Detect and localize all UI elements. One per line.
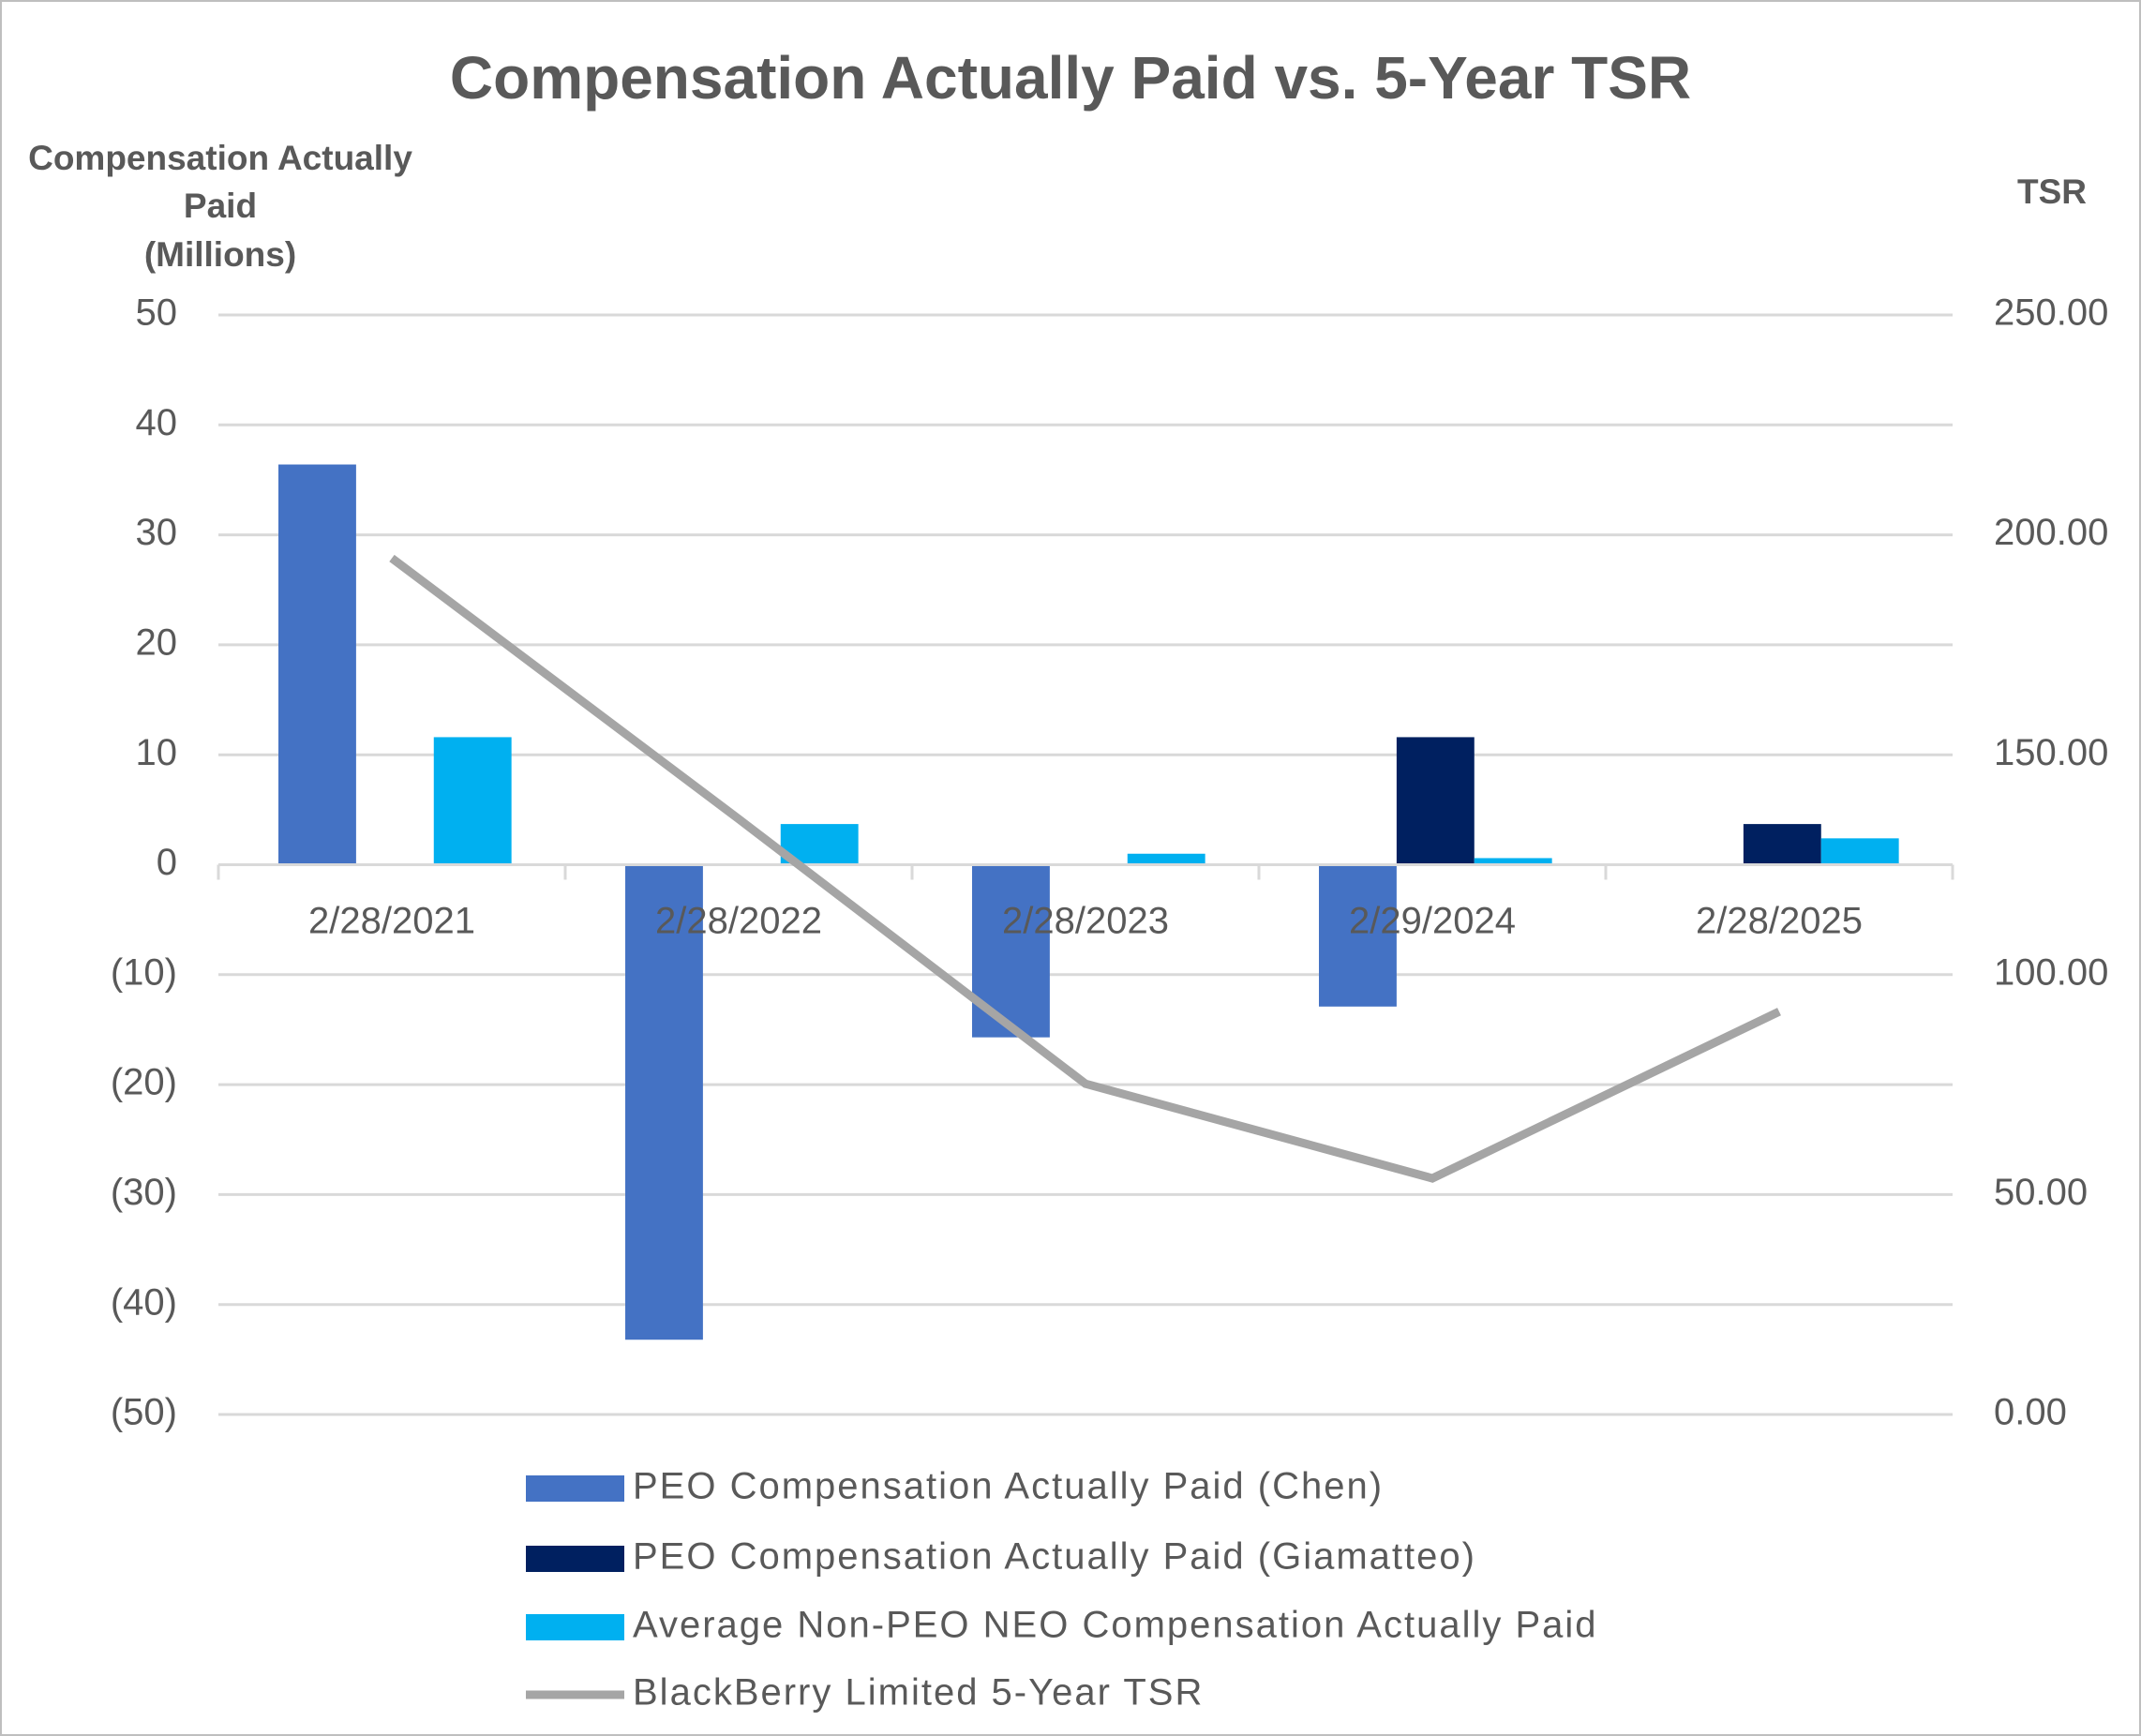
y2-tick-label: 200.00: [1994, 512, 2108, 553]
x-tick-label: 2/28/2022: [655, 901, 822, 942]
y-tick-label: (50): [111, 1392, 177, 1433]
legend-label: PEO Compensation Actually Paid (Giamatte…: [633, 1536, 1476, 1578]
bar: [1743, 824, 1821, 865]
y2-tick-label: 150.00: [1994, 732, 2108, 773]
y2-tick-label: 0.00: [1994, 1392, 2067, 1433]
y-tick-label: 20: [136, 621, 178, 663]
y2-axis-title: TSR: [2017, 172, 2087, 211]
bar: [1319, 864, 1397, 1007]
bar: [1820, 838, 1899, 865]
y-tick-label: 10: [136, 732, 178, 773]
y-tick-label: (40): [111, 1281, 177, 1323]
bar: [278, 464, 356, 865]
y-axis-title: (Millions): [144, 235, 296, 274]
y2-tick-label: 50.00: [1994, 1172, 2088, 1213]
x-tick-label: 2/28/2025: [1696, 901, 1863, 942]
x-tick-label: 2/29/2024: [1349, 901, 1516, 942]
legend-label: BlackBerry Limited 5-Year TSR: [633, 1672, 1204, 1714]
y-axis-title: Paid: [184, 187, 257, 225]
bar: [625, 864, 703, 1340]
line: [389, 554, 1781, 1183]
y-tick-label: 50: [136, 292, 178, 334]
y-tick-label: 40: [136, 402, 178, 443]
bar: [972, 864, 1050, 1038]
y2-tick-label: 250.00: [1994, 292, 2108, 334]
y-tick-label: (10): [111, 951, 177, 993]
bar: [1474, 858, 1552, 865]
x-tick-label: 2/28/2021: [308, 901, 475, 942]
legend-swatch: [526, 1475, 624, 1502]
legend-label: PEO Compensation Actually Paid (Chen): [633, 1466, 1384, 1507]
legend-swatch: [526, 1546, 624, 1572]
chart-title: Compensation Actually Paid vs. 5-Year TS…: [450, 44, 1691, 112]
y-axis-title: Compensation Actually: [28, 139, 412, 177]
y2-tick-label: 100.00: [1994, 951, 2108, 993]
y-tick-label: 30: [136, 512, 178, 553]
y-tick-label: 0: [157, 842, 177, 883]
legend-label: Average Non-PEO NEO Compensation Actuall…: [633, 1605, 1598, 1646]
bar: [1127, 853, 1205, 865]
legend-swatch: [526, 1614, 624, 1640]
bar: [1396, 737, 1475, 865]
bar: [433, 737, 512, 865]
x-tick-label: 2/28/2023: [1002, 901, 1169, 942]
y-tick-label: (20): [111, 1062, 177, 1103]
y-tick-label: (30): [111, 1172, 177, 1213]
